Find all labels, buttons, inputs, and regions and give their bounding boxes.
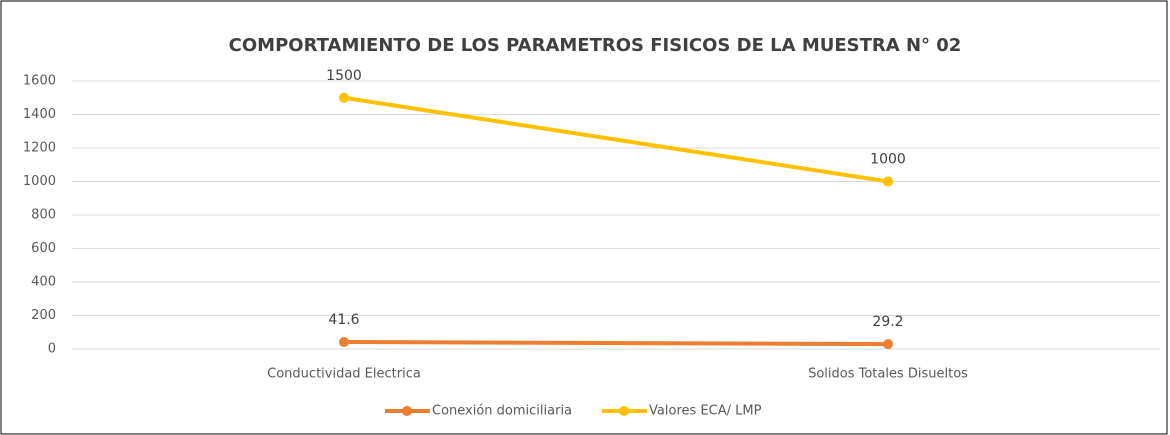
point [339, 92, 349, 103]
y-tick-label: 400 [31, 275, 56, 290]
data-label: 41.6 [328, 312, 359, 328]
point [339, 337, 349, 348]
point [883, 176, 893, 187]
y-tick-label: 800 [31, 208, 56, 223]
y-tick-label: 600 [31, 241, 56, 256]
legend-label: Valores ECA/ LMP [649, 404, 762, 419]
legend-label: Conexión domiciliaria [432, 404, 572, 419]
data-label: 1000 [870, 152, 906, 168]
series-line [343, 95, 889, 184]
x-tick-label: Conductividad Electrica [267, 367, 421, 382]
y-tick-label: 1200 [23, 141, 56, 156]
data-label: 29.2 [872, 314, 903, 330]
point [883, 339, 893, 350]
legend-marker [402, 406, 412, 416]
y-tick-label: 200 [31, 308, 56, 323]
chart-title: COMPORTAMIENTO DE LOS PARAMETROS FISICOS… [229, 35, 962, 56]
y-tick-label: 0 [48, 342, 56, 357]
y-tick-label: 1000 [23, 174, 56, 189]
series-line [343, 340, 889, 347]
legend-marker [619, 406, 630, 416]
data-label: 1500 [326, 68, 362, 84]
y-tick-label: 1600 [23, 74, 56, 89]
x-tick-label: Solidos Totales Disueltos [808, 367, 968, 382]
y-tick-label: 1400 [23, 107, 56, 122]
